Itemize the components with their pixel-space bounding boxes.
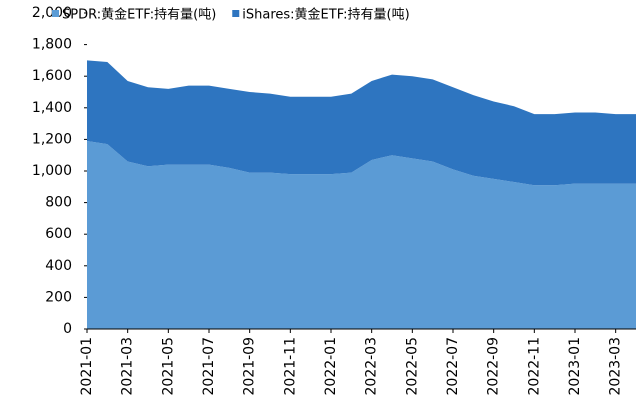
legend-label: SPDR:黄金ETF:持有量(吨) xyxy=(62,7,216,23)
x-tick-label: 2022-03 xyxy=(364,337,380,396)
x-tick-label: 2021-07 xyxy=(201,337,217,396)
legend-swatch xyxy=(232,10,240,17)
y-tick-label: 200 xyxy=(45,289,72,305)
y-tick-label: 1,800 xyxy=(32,37,72,53)
y-tick-label: 600 xyxy=(45,226,72,242)
x-tick-label: 2023-03 xyxy=(608,337,624,396)
legend-swatch xyxy=(52,10,59,17)
area xyxy=(87,60,636,186)
y-tick-label: 1,400 xyxy=(32,100,72,116)
x-tick-label: 2022-05 xyxy=(404,337,420,396)
y-tick-label: 1,000 xyxy=(32,163,72,179)
x-tick-label: 2021-09 xyxy=(242,337,258,396)
x-tick-label: 2022-07 xyxy=(445,337,461,396)
area xyxy=(87,140,636,329)
y-tick-label: 0 xyxy=(63,321,72,337)
x-tick-label: 2022-01 xyxy=(323,337,339,396)
y-tick-label: 1,600 xyxy=(32,68,72,84)
x-tick-label: 2022-09 xyxy=(486,337,502,396)
x-tick-label: 2022-11 xyxy=(526,337,542,396)
x-tick-label: 2021-05 xyxy=(160,337,176,396)
x-tick-label: 2021-03 xyxy=(120,337,136,396)
x-tick-label: 2021-11 xyxy=(282,337,298,396)
y-tick-label: 2,000 xyxy=(32,5,72,21)
x-tick-label: 2021-01 xyxy=(79,337,95,396)
y-tick-label: 1,200 xyxy=(32,131,72,147)
x-tick-label: 2023-01 xyxy=(567,337,583,396)
y-tick-label: 800 xyxy=(45,195,72,211)
y-tick-label: 400 xyxy=(45,258,72,274)
legend-label: iShares:黄金ETF:持有量(吨) xyxy=(242,7,409,23)
